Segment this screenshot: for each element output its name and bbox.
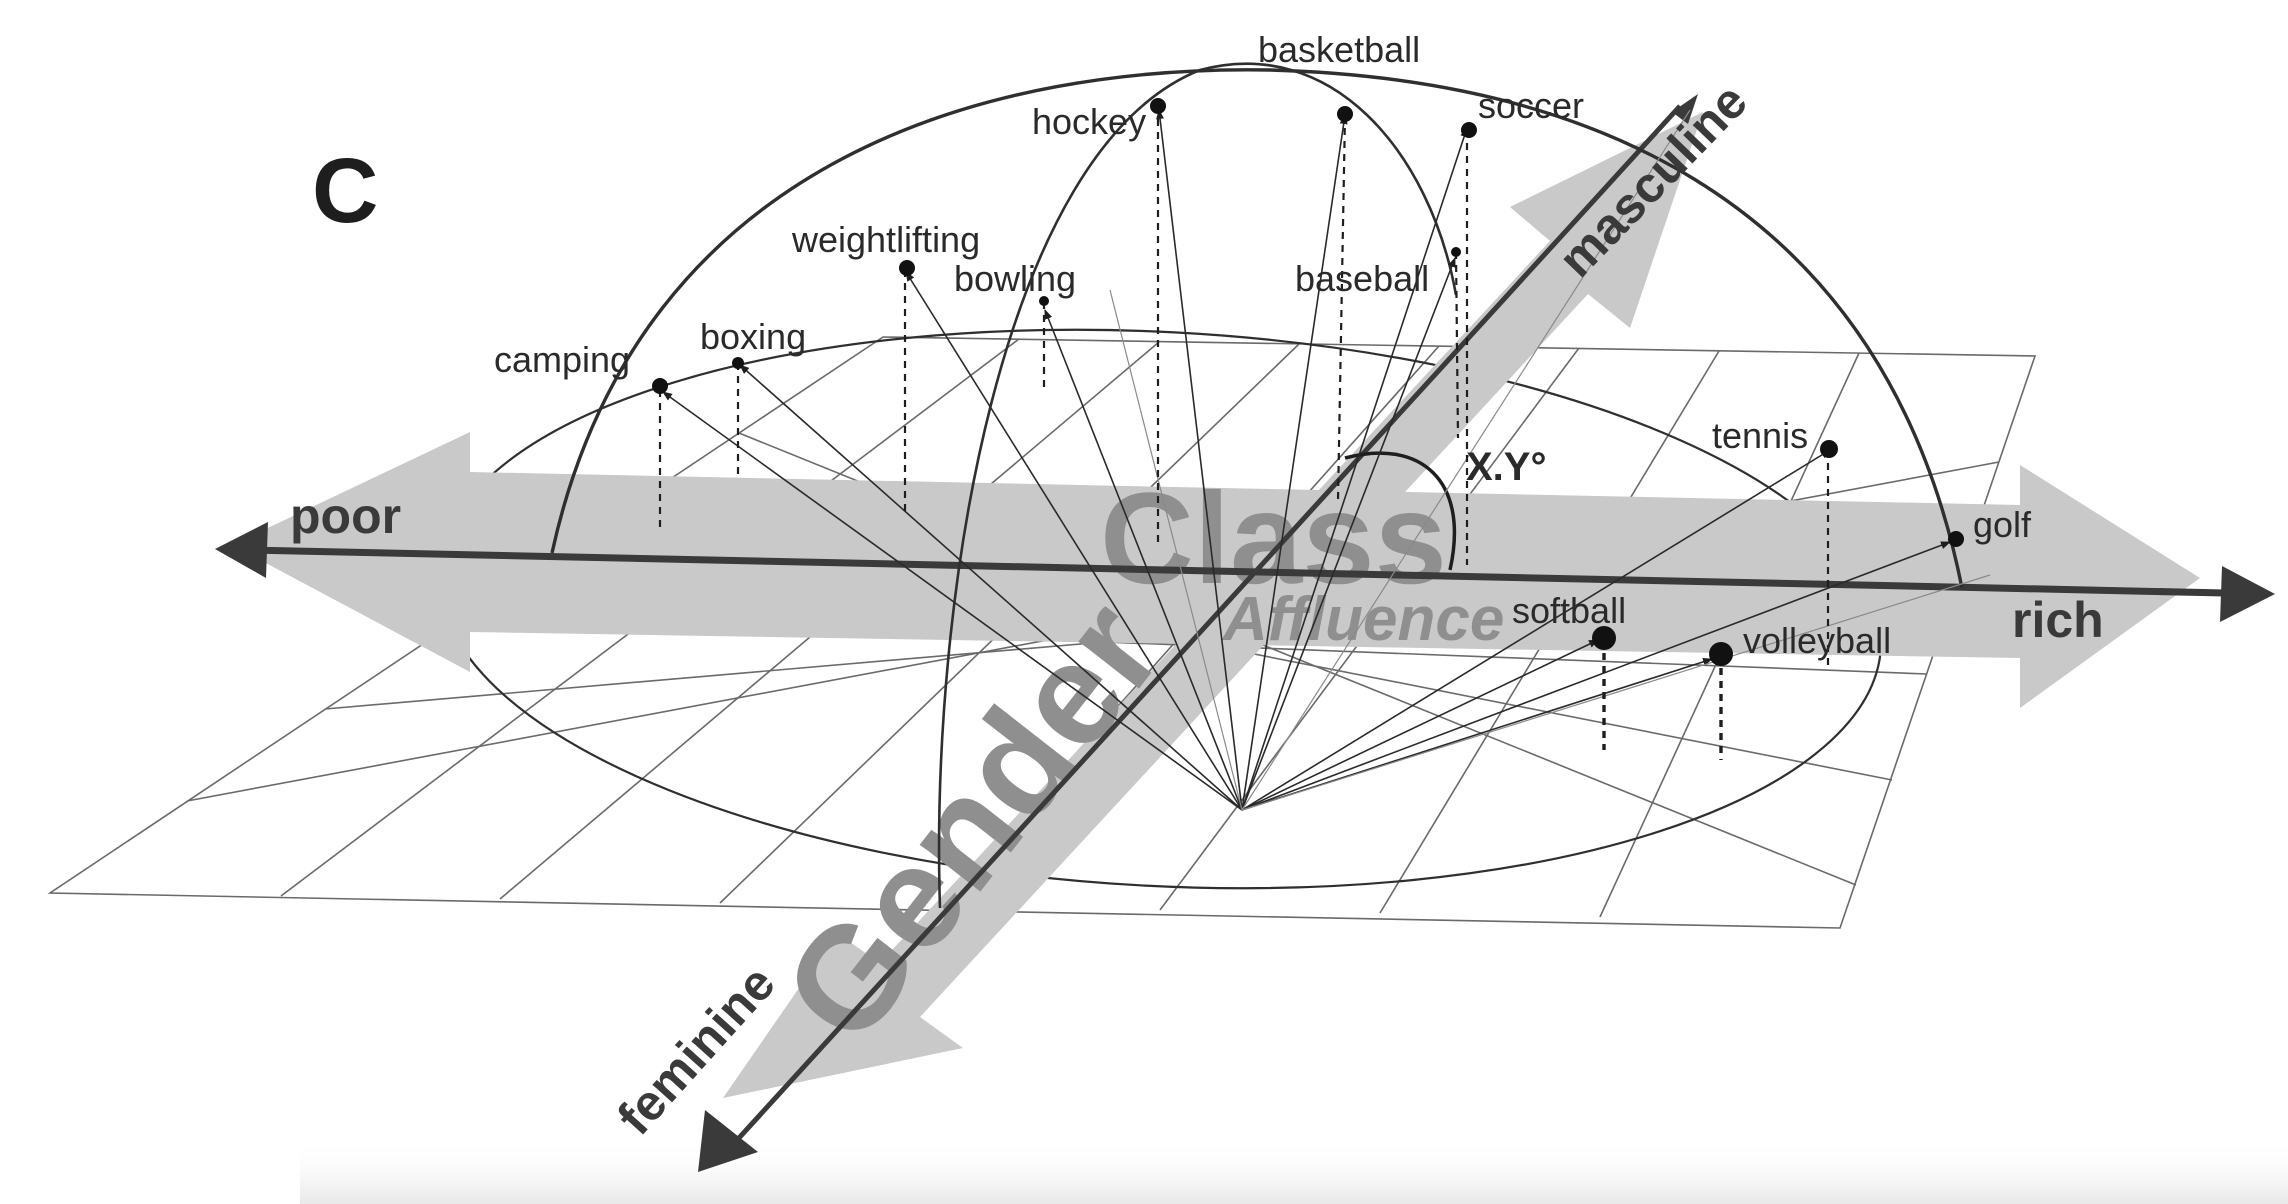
vector-camping (662, 391, 1243, 811)
label-baseball: baseball (1295, 258, 1429, 299)
poor-arrowhead (215, 522, 268, 578)
poor-rich-axis (249, 546, 2226, 597)
dome-outer-arc (550, 68, 1964, 589)
vector-golf (1241, 541, 1951, 811)
vector-weightlifting (905, 271, 1243, 811)
vector-boxing (739, 364, 1243, 811)
bottom-shade (300, 1140, 2288, 1204)
gender-word: Gender (752, 571, 1192, 1071)
projection-lines (658, 106, 1830, 760)
label-soccer: soccer (1478, 85, 1584, 126)
rich-arrowhead (2220, 566, 2275, 622)
panel-label: C (312, 140, 378, 242)
sport-labels: basketball hockey soccer weightlifting b… (494, 29, 2032, 661)
angle-arc (1344, 451, 1457, 571)
label-camping: camping (494, 339, 630, 380)
label-hockey: hockey (1032, 101, 1146, 142)
angle-label: X.Y° (1466, 445, 1546, 489)
point-volleyball (1709, 642, 1733, 666)
point-soccer (1461, 122, 1477, 138)
point-weightlifting (899, 260, 915, 276)
point-baseball (1451, 247, 1461, 257)
point-hockey (1150, 98, 1166, 114)
vector-tennis (1241, 449, 1831, 811)
point-camping (652, 378, 668, 394)
point-tennis (1820, 440, 1838, 458)
drop-basketball (1336, 114, 1347, 501)
label-volleyball: volleyball (1743, 620, 1891, 661)
vector-softball (1241, 639, 1599, 811)
dome-inner-arc (937, 62, 1458, 909)
affluence-word: Affluence (1221, 585, 1504, 654)
sport-points (652, 98, 1964, 666)
vector-basketball (1241, 114, 1348, 811)
label-weightlifting: weightlifting (791, 219, 980, 260)
label-basketball: basketball (1258, 29, 1420, 70)
point-bowling (1039, 296, 1049, 306)
vector-hockey (1156, 109, 1243, 811)
masculine-arrowhead (1672, 94, 1698, 124)
gender-axis (726, 104, 1682, 1152)
rich-label: rich (2012, 592, 2104, 648)
label-bowling: bowling (954, 258, 1076, 299)
poor-label: poor (290, 488, 401, 544)
vector-baseball (1241, 257, 1456, 811)
point-boxing (732, 357, 744, 369)
point-basketball (1337, 106, 1353, 122)
point-golf (1948, 531, 1964, 547)
label-tennis: tennis (1712, 415, 1808, 456)
vector-bowling (1044, 309, 1243, 811)
label-softball: softball (1512, 590, 1626, 631)
drop-baseball (1454, 251, 1460, 439)
sport-vectors (662, 109, 1951, 811)
label-golf: golf (1973, 504, 2032, 545)
label-boxing: boxing (700, 316, 806, 357)
point-softball (1592, 626, 1616, 650)
feminine-arrowhead (698, 1110, 758, 1172)
vector-soccer (1241, 127, 1468, 811)
